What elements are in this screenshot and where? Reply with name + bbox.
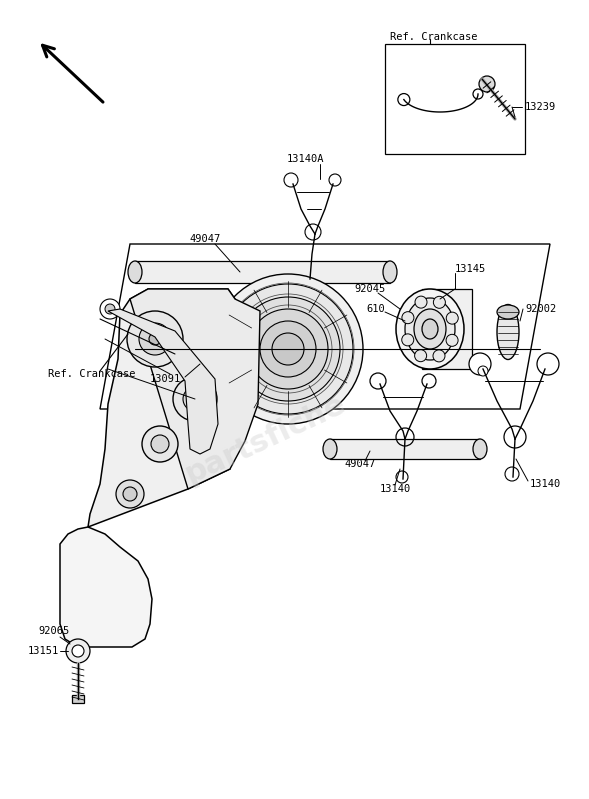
Ellipse shape [383,261,397,283]
Bar [135,261,390,283]
Circle shape [434,296,445,308]
Text: 49047: 49047 [190,234,221,244]
Text: 92065: 92065 [38,626,70,636]
Circle shape [402,312,414,324]
Text: partsfiche: partsfiche [180,390,350,489]
Circle shape [479,76,495,92]
Ellipse shape [414,309,446,349]
Circle shape [127,311,183,367]
Ellipse shape [193,309,257,389]
Circle shape [116,480,144,508]
Circle shape [66,639,90,663]
Ellipse shape [236,297,340,401]
Circle shape [123,487,137,501]
Ellipse shape [405,298,455,360]
Text: 13151: 13151 [28,646,59,656]
Text: 13140A: 13140A [286,154,324,164]
Ellipse shape [497,304,519,360]
Circle shape [415,296,427,308]
Polygon shape [60,527,152,647]
Ellipse shape [497,305,519,319]
Text: Ref. Crankcase: Ref. Crankcase [390,32,478,42]
Circle shape [100,299,120,319]
Ellipse shape [223,284,353,414]
Ellipse shape [128,261,142,283]
Circle shape [469,353,491,375]
Text: 13091: 13091 [150,374,181,384]
Text: 92045: 92045 [355,284,386,294]
Circle shape [149,333,161,345]
Bar [385,44,525,154]
Ellipse shape [201,320,249,378]
Text: 610: 610 [366,304,385,314]
Circle shape [105,304,115,314]
Polygon shape [100,244,550,409]
Ellipse shape [213,274,363,424]
Text: 13140: 13140 [379,484,411,494]
Ellipse shape [473,439,487,459]
Text: 49047: 49047 [345,459,376,469]
Text: 13145: 13145 [455,264,487,274]
Polygon shape [108,309,218,454]
Circle shape [415,350,426,362]
Ellipse shape [248,309,328,389]
Circle shape [446,334,458,346]
Circle shape [402,334,413,346]
Text: 13239: 13239 [525,102,556,112]
Circle shape [183,387,207,411]
Text: 92002: 92002 [525,304,556,314]
Polygon shape [88,289,235,527]
Circle shape [142,426,178,462]
Circle shape [72,645,84,657]
Ellipse shape [260,321,316,377]
Bar [330,439,480,459]
Text: 13140: 13140 [530,479,561,489]
Ellipse shape [422,319,438,339]
Ellipse shape [215,336,235,361]
Circle shape [478,366,488,376]
Ellipse shape [396,289,464,369]
Circle shape [537,353,559,375]
Circle shape [370,373,386,389]
Circle shape [422,374,436,388]
Circle shape [173,377,217,421]
Polygon shape [130,289,260,489]
Ellipse shape [323,439,337,459]
Circle shape [446,312,458,324]
Circle shape [139,323,171,355]
Circle shape [151,435,169,453]
Bar [72,695,84,703]
Bar [422,289,472,369]
Text: Ref. Crankcase: Ref. Crankcase [48,369,135,379]
Circle shape [433,350,445,362]
Ellipse shape [272,333,304,365]
